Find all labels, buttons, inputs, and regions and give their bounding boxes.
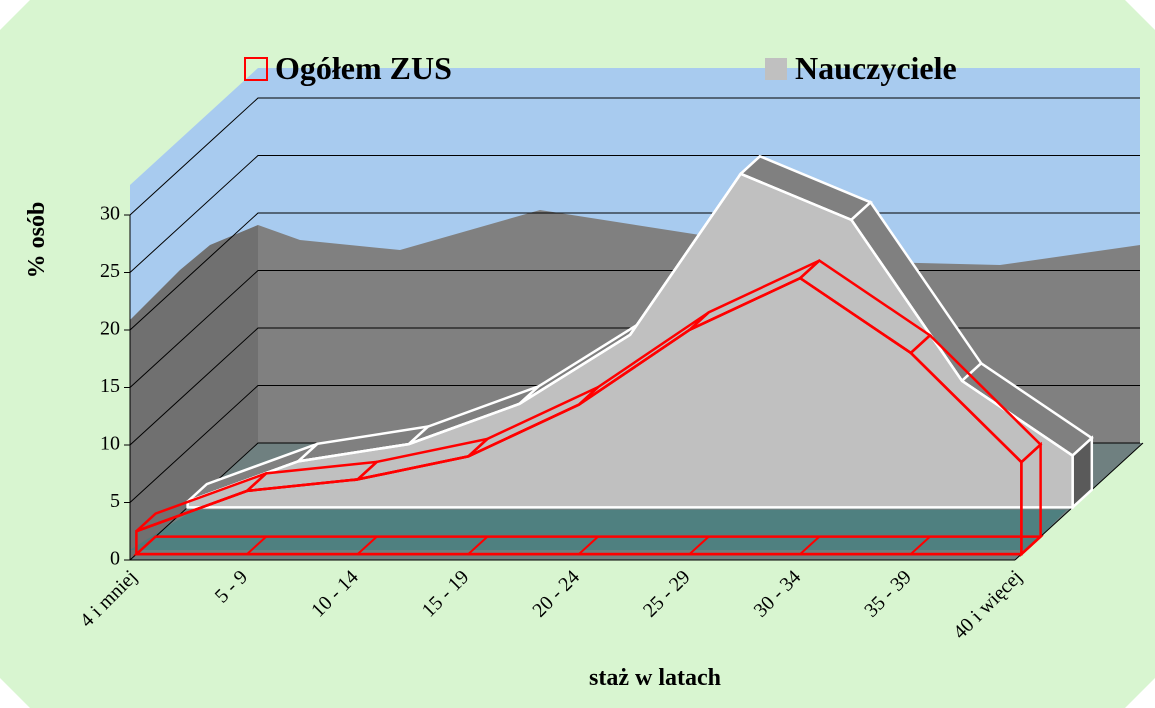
area-line bbox=[187, 172, 1074, 503]
area-divider bbox=[356, 535, 378, 555]
grid-line bbox=[129, 97, 1140, 216]
y-tick-label: 10 bbox=[100, 433, 120, 455]
area-line bbox=[135, 276, 1023, 533]
side-landscape bbox=[130, 225, 258, 560]
area-divider bbox=[135, 535, 157, 555]
y-tick-label: 30 bbox=[100, 203, 120, 225]
y-tick-label: 0 bbox=[110, 548, 120, 570]
y-tick-label: 15 bbox=[100, 375, 120, 397]
legend-label: Nauczyciele bbox=[795, 50, 957, 86]
legend-label: Ogółem ZUS bbox=[275, 50, 452, 86]
legend-swatch bbox=[765, 58, 787, 80]
area-divider bbox=[1020, 535, 1042, 555]
area-divider bbox=[910, 535, 931, 555]
legend-swatch bbox=[244, 57, 268, 81]
area-divider bbox=[688, 535, 710, 555]
x-axis-title: staż w latach bbox=[589, 665, 721, 691]
grid-line bbox=[129, 155, 1140, 273]
y-tick-label: 5 bbox=[110, 490, 120, 512]
area-divider bbox=[246, 535, 267, 555]
area-divider bbox=[467, 535, 489, 555]
area-divider bbox=[799, 535, 821, 555]
y-tick-label: 20 bbox=[100, 318, 120, 340]
y-axis-title: % osób bbox=[24, 202, 50, 279]
floor-band bbox=[130, 510, 1067, 550]
area-divider bbox=[578, 535, 599, 555]
y-tick-label: 25 bbox=[100, 260, 120, 282]
